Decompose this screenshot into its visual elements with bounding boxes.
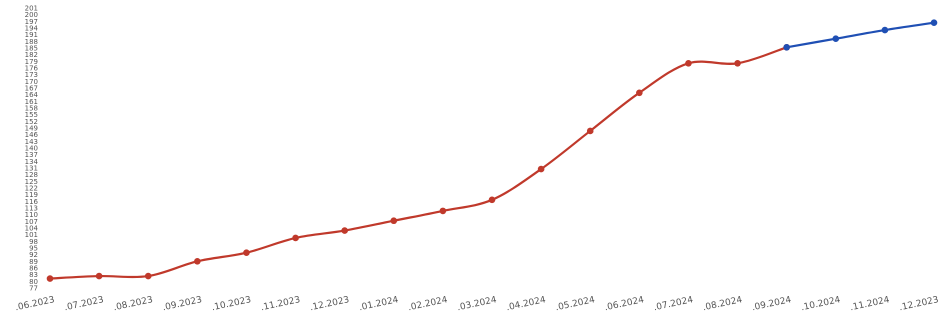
y-tick-label: 134 [25,158,39,166]
y-tick-label: 77 [29,285,38,293]
x-tick-label: .04.2024 [505,295,547,313]
x-tick-label: .08.2024 [702,295,744,313]
x-tick-label: .05.2024 [555,295,597,313]
y-tick-label: 152 [25,118,38,126]
data-point [734,59,741,67]
y-tick-label: 83 [29,271,38,279]
y-tick-label: 194 [25,25,39,33]
x-tick-label: .06.2023 [14,295,55,313]
y-tick-label: 188 [25,38,38,46]
y-tick-label: 164 [25,91,39,99]
y-axis-tick-labels: 2012001971941911881851821791761731701671… [25,5,39,293]
y-tick-label: 167 [25,85,38,93]
x-tick-label: .12.2023 [898,295,939,313]
y-tick-label: 104 [25,225,39,233]
x-tick-label: .10.2024 [800,295,842,313]
data-point [194,258,201,265]
data-point [685,59,692,67]
x-tick-label: .06.2024 [604,295,646,313]
x-tick-label: .10.2023 [211,295,252,313]
x-tick-label: .02.2024 [407,295,449,313]
data-point [439,207,447,215]
x-tick-label: .09.2024 [751,295,793,313]
x-axis-tick-labels: .06.2023 .07.2023 .08.2023 .09.2023 .10.2023… [14,295,939,313]
y-tick-label: 170 [25,78,38,86]
y-tick-label: 113 [25,205,38,213]
data-point [488,196,496,204]
y-tick-label: 179 [25,58,38,66]
x-tick-label: .08.2023 [113,295,154,313]
y-tick-label: 182 [25,51,38,59]
y-tick-label: 119 [25,191,38,199]
data-point [832,35,840,42]
y-tick-label: 191 [25,31,38,39]
y-tick-label: 116 [25,198,39,206]
data-point [537,165,545,173]
y-tick-label: 122 [25,185,38,193]
x-tick-label: .01.2024 [358,295,400,313]
y-tick-label: 80 [29,278,38,286]
y-tick-label: 131 [25,165,38,173]
y-tick-label: 200 [25,11,38,19]
data-point [783,44,790,51]
y-tick-label: 201 [25,5,38,13]
series-line-2 [786,21,935,49]
y-tick-label: 173 [25,71,38,79]
y-tick-label: 149 [25,125,38,133]
data-point [586,127,594,135]
data-point [930,19,938,27]
y-tick-label: 137 [25,151,38,159]
data-point [390,217,398,225]
y-tick-label: 146 [25,131,39,139]
x-tick-label: .12.2023 [309,295,350,313]
y-tick-label: 110 [25,211,38,219]
y-tick-label: 92 [29,251,38,259]
y-tick-label: 95 [29,245,38,253]
x-tick-label: .03.2024 [456,295,498,313]
y-tick-label: 158 [25,105,38,113]
y-tick-label: 143 [25,138,38,146]
data-point [341,227,348,234]
x-tick-label: .07.2023 [63,295,104,313]
y-tick-label: 98 [29,238,38,246]
y-tick-label: 101 [25,231,38,239]
data-point [881,26,889,34]
y-tick-label: 128 [25,171,38,179]
data-point [292,234,299,242]
y-tick-label: 86 [29,265,38,273]
y-tick-label: 125 [25,178,38,186]
y-tick-label: 176 [25,65,39,73]
x-tick-label: .07.2024 [653,295,695,313]
y-tick-label: 140 [25,145,38,153]
y-tick-label: 107 [25,218,38,226]
data-point [144,272,152,280]
data-point [636,89,643,97]
data-point [46,275,54,282]
y-tick-label: 161 [25,98,38,106]
x-tick-label: .09.2023 [162,295,203,313]
y-tick-label: 155 [25,111,38,119]
series-points [46,19,938,282]
data-point [95,272,103,280]
y-tick-label: 89 [29,258,38,266]
y-tick-label: 197 [25,18,38,26]
series-line-1 [49,46,788,280]
x-tick-label: .11.2024 [849,295,891,313]
series-lines [49,21,935,280]
x-tick-label: .11.2023 [260,295,301,313]
data-point [243,249,250,257]
y-tick-label: 185 [25,45,38,53]
